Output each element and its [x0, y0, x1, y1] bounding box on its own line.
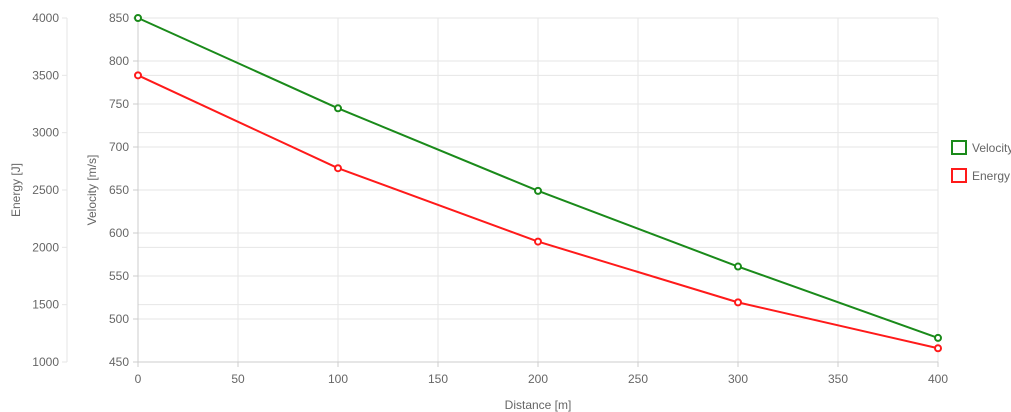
velocity-point[interactable]: [534, 186, 542, 195]
x-axis-title: Distance [m]: [505, 398, 572, 412]
energy-point[interactable]: [134, 71, 142, 80]
series: [134, 14, 942, 353]
x-tick-label: 50: [231, 372, 245, 386]
legend-swatch-velocity: [951, 140, 967, 155]
energy-tick-label: 3000: [32, 126, 59, 140]
energy-tick-label: 2500: [32, 183, 59, 197]
velocity-tick-label: 800: [109, 54, 129, 68]
energy-axis-title: Energy [J]: [9, 163, 23, 217]
velocity-point[interactable]: [734, 262, 742, 271]
x-tick-label: 250: [628, 372, 648, 386]
energy-point[interactable]: [534, 237, 542, 246]
x-tick-label: 0: [135, 372, 142, 386]
energy-point[interactable]: [734, 298, 742, 307]
tick-labels: 0 50 100 150 200 250 300 350 400 450 500 550 600 650 7…: [32, 11, 948, 386]
velocity-tick-label: 700: [109, 140, 129, 154]
velocity-axis-title: Velocity [m/s]: [85, 155, 99, 226]
legend-item-energy[interactable]: Energy: [951, 168, 1010, 183]
energy-tick-label: 2000: [32, 240, 59, 254]
legend-label-energy: Energy: [972, 169, 1010, 183]
legend: Velocity Energy: [951, 140, 1011, 183]
x-tick-label: 300: [728, 372, 748, 386]
velocity-tick-label: 750: [109, 97, 129, 111]
velocity-tick-label: 650: [109, 183, 129, 197]
velocity-point[interactable]: [934, 333, 942, 342]
energy-tick-label: 4000: [32, 11, 59, 25]
legend-label-velocity: Velocity: [972, 141, 1011, 155]
x-tick-label: 100: [328, 372, 348, 386]
grid: [62, 17, 939, 367]
velocity-tick-label: 550: [109, 269, 129, 283]
x-tick-label: 400: [928, 372, 948, 386]
x-tick-label: 150: [428, 372, 448, 386]
velocity-tick-label: 600: [109, 226, 129, 240]
energy-tick-label: 1000: [32, 355, 59, 369]
legend-swatch-energy: [951, 168, 967, 183]
energy-tick-label: 3500: [32, 68, 59, 82]
velocity-point[interactable]: [134, 14, 142, 22]
velocity-tick-label: 850: [109, 11, 129, 25]
legend-item-velocity[interactable]: Velocity: [951, 140, 1011, 155]
energy-point[interactable]: [934, 344, 942, 353]
energy-point[interactable]: [334, 164, 342, 173]
velocity-tick-label: 450: [109, 355, 129, 369]
energy-tick-label: 1500: [32, 298, 59, 312]
velocity-point[interactable]: [334, 104, 342, 113]
x-tick-label: 350: [828, 372, 848, 386]
x-tick-label: 200: [528, 372, 548, 386]
velocity-tick-label: 500: [109, 312, 129, 326]
